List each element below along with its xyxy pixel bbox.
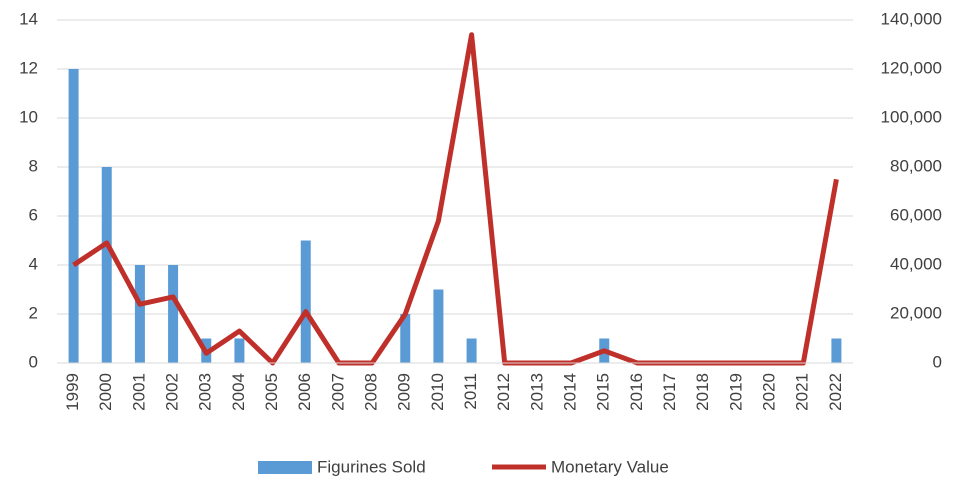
x-tick-label: 2022	[826, 373, 845, 411]
x-tick-label: 2015	[594, 373, 613, 411]
y2-tick-label: 0	[933, 352, 942, 371]
bar	[101, 167, 112, 363]
y-tick-label: 12	[19, 58, 38, 77]
x-tick-label: 2000	[96, 373, 115, 411]
x-tick-label: 2013	[527, 373, 546, 411]
x-tick-label: 2007	[328, 373, 347, 411]
x-tick-label: 2014	[561, 373, 580, 411]
y2-tick-label: 60,000	[890, 205, 942, 224]
x-tick-label: 2012	[494, 373, 513, 411]
y-tick-label: 0	[29, 352, 38, 371]
y2-tick-label: 20,000	[890, 303, 942, 322]
x-tick-label: 2019	[726, 373, 745, 411]
y-tick-label: 8	[29, 156, 38, 175]
x-tick-label: 2008	[362, 373, 381, 411]
y2-tick-label: 40,000	[890, 254, 942, 273]
x-tick-label: 2018	[693, 373, 712, 411]
legend-label: Figurines Sold	[317, 457, 426, 476]
bar	[234, 338, 245, 363]
x-tick-label: 2016	[627, 373, 646, 411]
y2-tick-label: 80,000	[890, 156, 942, 175]
y2-tick-label: 100,000	[881, 107, 942, 126]
x-tick-label: 2002	[163, 373, 182, 411]
y-tick-label: 10	[19, 107, 38, 126]
x-tick-label: 2006	[295, 373, 314, 411]
bar	[433, 289, 444, 363]
x-tick-label: 2021	[793, 373, 812, 411]
bar	[134, 265, 145, 363]
bar	[68, 69, 79, 363]
y2-tick-label: 140,000	[881, 9, 942, 28]
y-tick-label: 6	[29, 205, 38, 224]
x-tick-label: 2004	[229, 373, 248, 411]
x-tick-label: 2011	[461, 373, 480, 410]
x-tick-label: 2017	[660, 373, 679, 411]
legend-label: Monetary Value	[551, 457, 669, 476]
bar	[466, 338, 477, 363]
x-tick-label: 1999	[63, 373, 82, 411]
x-tick-label: 2001	[129, 373, 148, 411]
y-tick-label: 4	[29, 254, 38, 273]
y2-tick-label: 120,000	[881, 58, 942, 77]
y-tick-label: 14	[19, 9, 38, 28]
bar	[168, 265, 179, 363]
x-tick-label: 2003	[196, 373, 215, 411]
x-tick-label: 2005	[262, 373, 281, 411]
bar	[300, 240, 311, 363]
x-tick-label: 2020	[760, 373, 779, 411]
bar	[400, 314, 411, 363]
x-tick-label: 2009	[395, 373, 414, 411]
legend-swatch	[258, 461, 312, 474]
x-tick-label: 2010	[428, 373, 447, 411]
bar	[831, 338, 842, 363]
y-tick-label: 2	[29, 303, 38, 322]
